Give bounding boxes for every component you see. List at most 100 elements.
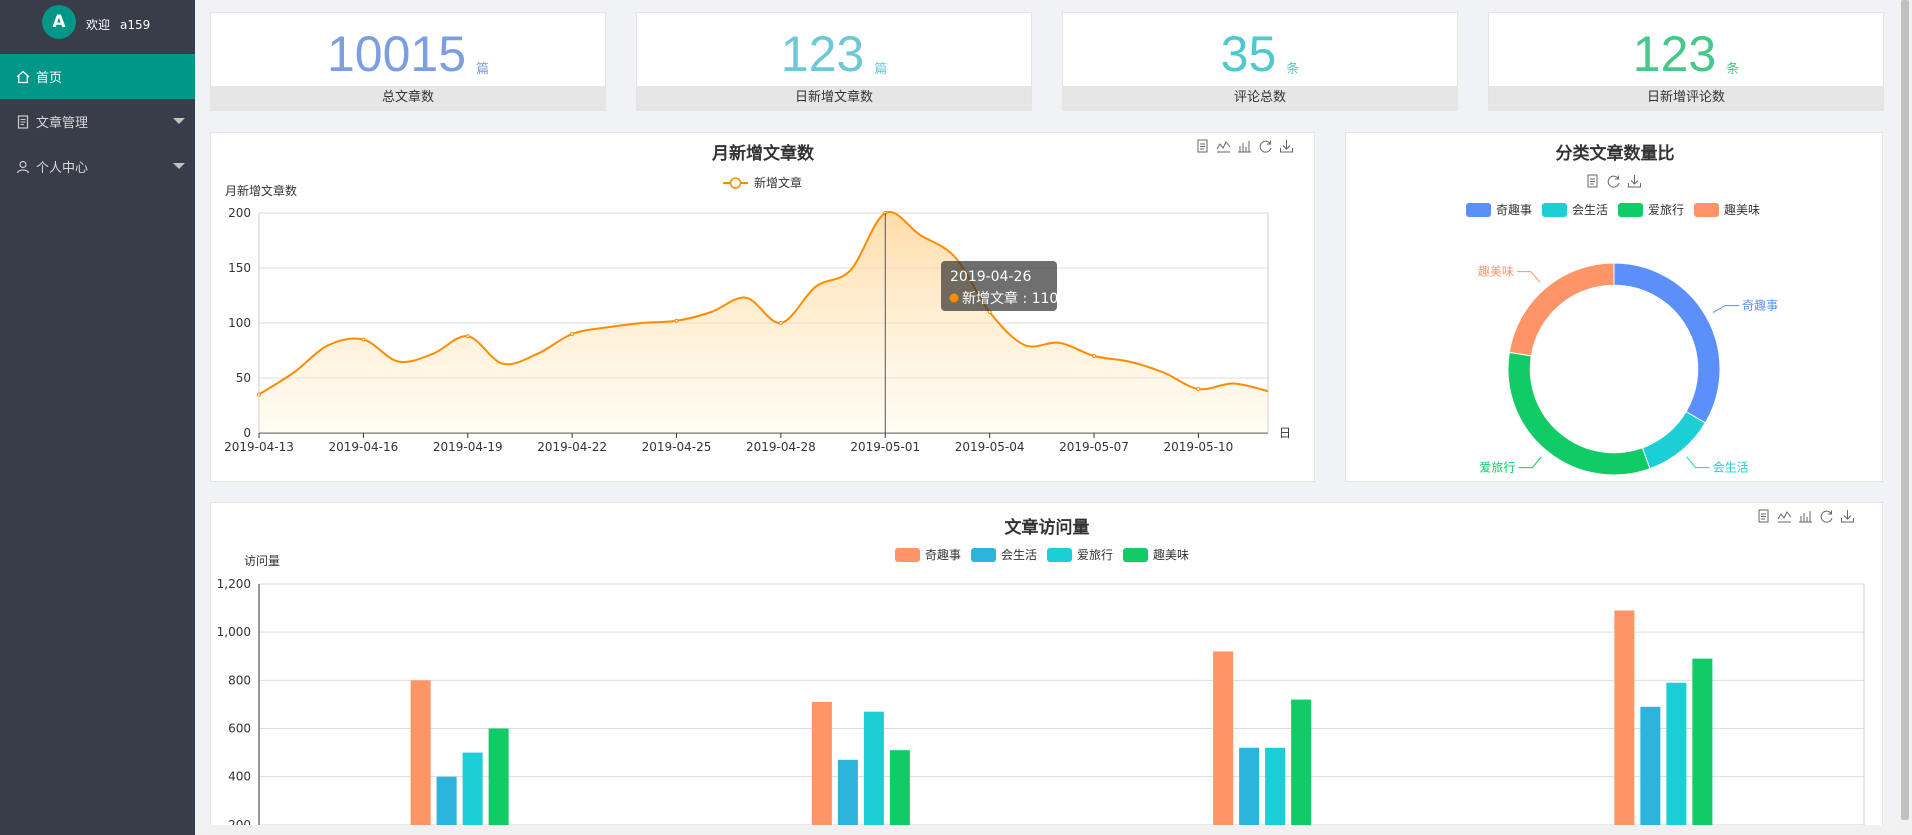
restore-icon[interactable] [1607, 175, 1620, 188]
legend-label: 新增文章 [754, 175, 802, 190]
document-icon [17, 114, 29, 129]
save-image-icon[interactable] [1841, 510, 1854, 523]
legend-item[interactable]: 爱旅行 [1618, 203, 1684, 217]
legend-item[interactable]: 趣美味 [1694, 202, 1760, 217]
legend-item[interactable]: 会生活 [971, 548, 1037, 562]
stat-card-total-articles: 10015 篇 总文章数 [210, 12, 606, 111]
data-view-icon-body [1197, 139, 1208, 153]
bar[interactable] [811, 702, 832, 835]
legend-item[interactable]: 爱旅行 [1047, 548, 1113, 562]
stat-unit: 条 [1286, 62, 1300, 77]
sidebar-item-label: 首页 [36, 71, 63, 86]
restore-icon-path [1259, 140, 1272, 153]
legend-swatch [1047, 548, 1072, 562]
pie-slice[interactable] [1641, 410, 1706, 470]
pie-label: 会生活 [1713, 461, 1749, 475]
bar-type-icon-path [1238, 141, 1251, 153]
bar[interactable] [1291, 699, 1312, 835]
data-point[interactable] [1092, 354, 1097, 358]
bar[interactable] [436, 776, 457, 835]
y-tick-label: 100 [228, 316, 251, 330]
pie-slice[interactable] [1613, 262, 1721, 424]
restore-icon-path [1820, 510, 1833, 523]
pie-label: 爱旅行 [1479, 461, 1515, 475]
legend-swatch [1542, 203, 1567, 217]
pie-label-line [1518, 456, 1542, 469]
legend-marker [729, 177, 742, 189]
line-type-icon[interactable] [1777, 511, 1792, 523]
monthly-articles-panel: 月新增文章数 新增文章 月新增文章数日 0 50 100 150 200 2019-04-13 2… [210, 132, 1315, 482]
x-tick-label: 2019-05-04 [955, 440, 1025, 454]
y-tick-label: 600 [228, 722, 251, 736]
data-point[interactable] [361, 337, 366, 342]
line-type-icon[interactable] [1216, 141, 1231, 153]
restore-icon[interactable] [1259, 140, 1272, 153]
pie-label-line [1516, 271, 1541, 283]
restore-icon[interactable] [1820, 510, 1833, 523]
legend-item[interactable]: 会生活 [1542, 203, 1608, 217]
horizontal-scrollbar[interactable] [195, 825, 1898, 835]
y-axis-label: 月新增文章数 [225, 183, 297, 198]
pie-label-line [1712, 305, 1740, 313]
data-point[interactable] [778, 321, 783, 325]
bar-type-icon-path [1799, 511, 1812, 523]
sidebar-item-home[interactable]: 首页 [0, 54, 195, 99]
bar[interactable] [488, 728, 509, 835]
x-tick-label: 2019-04-25 [642, 440, 712, 454]
bar-type-icon[interactable] [1238, 141, 1251, 153]
data-view-icon[interactable] [1197, 139, 1208, 153]
scrollbar-thumb[interactable] [1901, 0, 1909, 820]
legend-item[interactable]: 奇趣事 [895, 547, 961, 562]
username[interactable]: a159 [120, 17, 151, 32]
bar[interactable] [462, 752, 483, 835]
bar[interactable] [1692, 658, 1713, 835]
data-view-icon[interactable] [1587, 174, 1598, 188]
legend-item[interactable]: 趣美味 [1123, 547, 1189, 562]
bar[interactable] [410, 680, 431, 835]
legend-item-new-articles[interactable]: 新增文章 [723, 175, 802, 190]
avatar[interactable]: A [42, 5, 76, 39]
data-view-icon-body [1587, 174, 1598, 188]
x-tick-label: 2019-05-07 [1059, 440, 1129, 454]
stat-card-total-comments: 35 条 评论总数 [1062, 12, 1458, 111]
bar[interactable] [837, 759, 858, 835]
x-tick-label: 2019-04-16 [329, 440, 399, 454]
chart-title: 分类文章数量比 [1556, 143, 1675, 164]
bar-type-icon[interactable] [1799, 511, 1812, 523]
legend-label: 会生活 [1572, 203, 1608, 217]
line-type-icon-path [1777, 511, 1792, 523]
legend-item[interactable]: 奇趣事 [1466, 202, 1532, 217]
legend-label: 奇趣事 [1496, 202, 1532, 217]
pie-slice[interactable] [1508, 262, 1615, 357]
category-ratio-panel: 分类文章数量比 奇趣事 会生活 爱旅行 趣美味 奇趣事 会生活 爱旅行 趣美味 [1345, 132, 1883, 482]
sidebar-header: A 欢迎 a159 [0, 0, 195, 54]
sidebar-item-articles[interactable]: 文章管理 [0, 99, 195, 144]
data-point[interactable] [257, 392, 261, 397]
save-image-icon[interactable] [1628, 175, 1641, 188]
vertical-scrollbar[interactable] [1898, 0, 1912, 835]
legend-swatch [1694, 203, 1719, 217]
data-point[interactable] [674, 318, 679, 323]
data-view-icon[interactable] [1758, 509, 1769, 523]
bar[interactable] [1239, 747, 1260, 835]
legend-swatch [1466, 203, 1491, 217]
bar[interactable] [1265, 747, 1286, 835]
sidebar-item-profile[interactable]: 个人中心 [0, 144, 195, 189]
sidebar: A 欢迎 a159 首页 文章管理 个人中心 [0, 0, 195, 835]
bar[interactable] [863, 711, 884, 835]
chevron-down-icon [173, 163, 185, 169]
pie-slice[interactable] [1507, 351, 1651, 476]
bar[interactable] [889, 750, 910, 835]
bar[interactable] [1213, 651, 1234, 835]
save-image-icon[interactable] [1280, 140, 1293, 153]
stat-label: 总文章数 [211, 86, 605, 110]
bar[interactable] [1666, 682, 1687, 835]
bar[interactable] [1614, 610, 1635, 835]
data-point[interactable] [570, 332, 575, 336]
article-visits-chart[interactable]: 文章访问量奇趣事会生活爱旅行趣美味访问量2004006008001,0001,2… [211, 503, 1883, 835]
data-point[interactable] [1196, 387, 1201, 391]
data-point[interactable] [465, 334, 470, 339]
bar[interactable] [1640, 706, 1661, 835]
